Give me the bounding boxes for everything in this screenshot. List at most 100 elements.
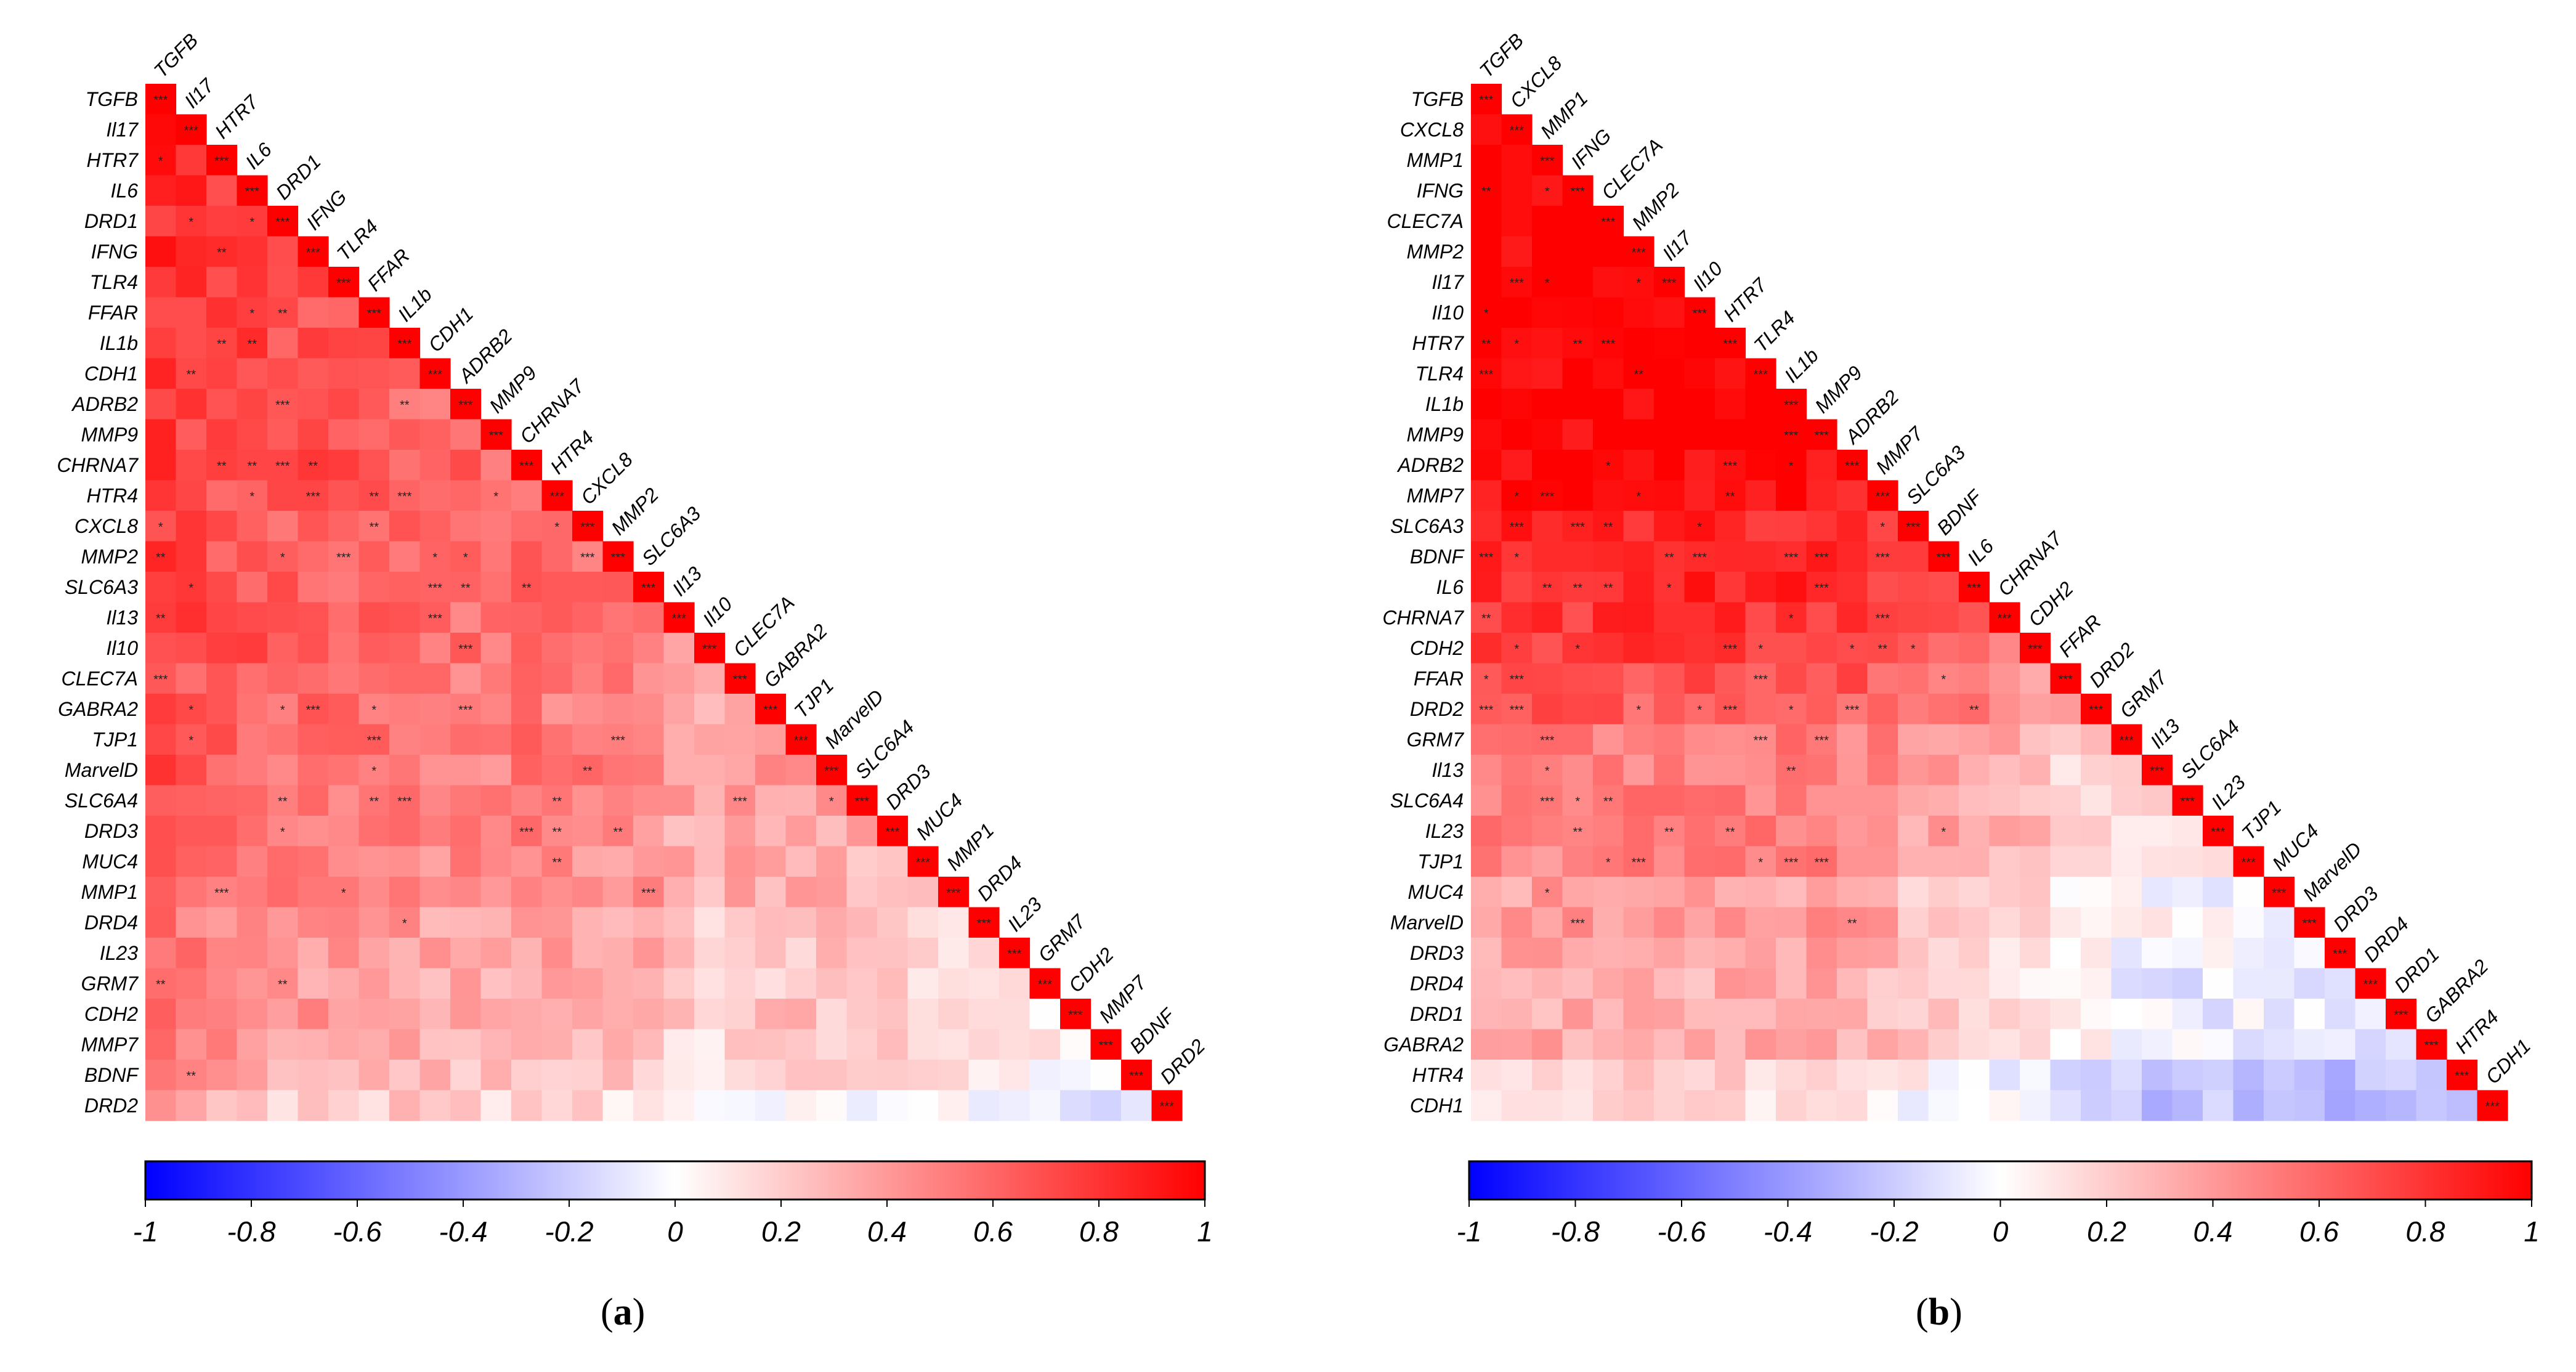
column-label: BDNF: [1932, 485, 1987, 540]
heatmap-cell: [206, 267, 238, 298]
heatmap-cell: [419, 1060, 451, 1091]
significance-mark: ***: [1815, 551, 1829, 564]
heatmap-cell: [206, 480, 238, 511]
heatmap-cell: [1562, 541, 1594, 572]
heatmap-cell: [1989, 694, 2020, 725]
heatmap-cell: [2050, 1060, 2081, 1091]
significance-mark: **: [370, 490, 379, 503]
heatmap-cell: [1928, 907, 1959, 938]
heatmap-cell: [724, 816, 756, 847]
heatmap-cell: [267, 938, 299, 969]
significance-mark: **: [217, 246, 227, 259]
heatmap-cell: [237, 877, 268, 908]
heatmap-cell: [206, 785, 238, 816]
heatmap-cell: [206, 755, 238, 786]
heatmap-cell: [1898, 755, 1929, 786]
heatmap-cell: [1776, 602, 1807, 633]
heatmap-cell: [1532, 877, 1563, 908]
heatmap-cell: [907, 907, 939, 938]
heatmap-cell: [1654, 846, 1685, 877]
heatmap-cell: [1837, 999, 1868, 1030]
heatmap-cell: [1898, 694, 1929, 725]
significance-mark: ***: [489, 429, 504, 442]
row-label: SLC6A4: [65, 789, 138, 811]
heatmap-cell: [176, 602, 207, 633]
heatmap-cell: [1593, 297, 1624, 328]
heatmap-cell: [1867, 633, 1898, 664]
heatmap-cell: [2233, 968, 2264, 999]
heatmap-cell: [694, 907, 726, 938]
heatmap-cell: [846, 785, 878, 816]
column-label: ADRB2: [453, 325, 516, 388]
heatmap-cell: [1471, 968, 1502, 999]
column-label: MMP2: [1627, 178, 1683, 234]
heatmap-cell: [328, 1060, 360, 1091]
label-b-open: (: [1916, 1291, 1929, 1333]
heatmap-cell: [938, 999, 970, 1030]
heatmap-cell: [237, 511, 268, 542]
heatmap-cell: [663, 999, 695, 1030]
heatmap-cell: [1532, 175, 1563, 206]
heatmap-cell: [206, 877, 238, 908]
row-label: HTR4: [86, 484, 138, 506]
heatmap-cell: [1715, 328, 1746, 359]
heatmap-cell: [358, 999, 390, 1030]
column-label: DRD3: [881, 760, 935, 814]
significance-mark: ***: [1601, 216, 1616, 229]
heatmap-cell: [480, 602, 512, 633]
heatmap-cell: [480, 877, 512, 908]
significance-mark: **: [370, 521, 379, 534]
column-label: DRD2: [2085, 638, 2139, 692]
heatmap-cell: [1806, 572, 1837, 603]
heatmap-cell: [2142, 816, 2173, 847]
heatmap-cell: [1562, 755, 1594, 786]
heatmap-cell: [541, 877, 573, 908]
heatmap-cell: [1837, 572, 1868, 603]
heatmap-cell: [877, 968, 909, 999]
heatmap-cell: [1623, 663, 1655, 694]
significance-mark: *: [1606, 460, 1611, 473]
significance-mark: ***: [1160, 1100, 1175, 1113]
heatmap-cell: [633, 602, 665, 633]
heatmap-cell: [1562, 816, 1594, 847]
heatmap-cell: [1623, 999, 1655, 1030]
significance-mark: ***: [1632, 246, 1646, 259]
heatmap-cell: [1501, 663, 1533, 694]
heatmap-cell: [755, 755, 787, 786]
heatmap-cell: [572, 816, 604, 847]
significance-mark: ***: [1510, 704, 1525, 717]
heatmap-cell: [1776, 572, 1807, 603]
heatmap-cell: [1654, 907, 1685, 938]
heatmap-cell: [1898, 602, 1929, 633]
heatmap-cell: [511, 480, 543, 511]
heatmap-cell: [1501, 694, 1533, 725]
heatmap-cell: [1806, 846, 1837, 877]
heatmap-cell: [2111, 846, 2142, 877]
heatmap-cell: [267, 663, 299, 694]
heatmap-cell: [1806, 633, 1837, 664]
heatmap-cell: [267, 999, 299, 1030]
heatmap-cell: [511, 1060, 543, 1091]
significance-mark: ***: [1815, 856, 1829, 869]
heatmap-cell: [968, 1029, 1000, 1060]
heatmap-cell: [176, 480, 207, 511]
heatmap-cell: [267, 572, 299, 603]
column-label: CXCL8: [577, 448, 638, 509]
heatmap-cell: [755, 1090, 787, 1121]
heatmap-cell: [176, 633, 207, 664]
heatmap-cell: [541, 1090, 573, 1121]
heatmap-cell: [1776, 450, 1807, 481]
significance-mark: ***: [855, 795, 870, 808]
heatmap-cell: [298, 602, 329, 633]
heatmap-cell: [358, 877, 390, 908]
heatmap-cell: [907, 1060, 939, 1091]
heatmap-cell: [1684, 968, 1715, 999]
significance-mark: ***: [977, 917, 992, 930]
heatmap-cell: [145, 1060, 177, 1091]
heatmap-cell: [206, 206, 238, 237]
heatmap-cell: [1684, 572, 1715, 603]
heatmap-cell: [1806, 419, 1837, 450]
heatmap-cell: [1501, 633, 1533, 664]
significance-mark: *: [280, 704, 285, 717]
heatmap-cell: [968, 1090, 1000, 1121]
